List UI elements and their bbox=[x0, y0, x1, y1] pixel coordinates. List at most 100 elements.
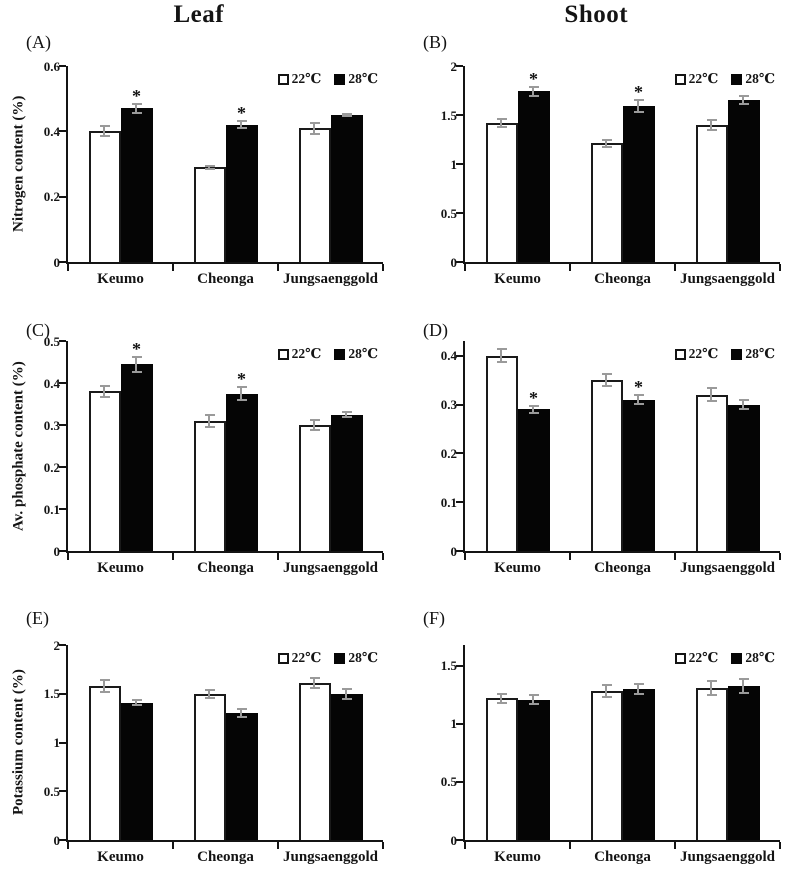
error-bar-keumo-28c bbox=[528, 85, 539, 98]
panel-label-e: (E) bbox=[26, 608, 49, 628]
y-tick-mark bbox=[59, 692, 66, 695]
error-bar-jungsaenggold-22c bbox=[706, 679, 717, 697]
category-label-jungsaenggold: Jungsaenggold bbox=[282, 271, 379, 287]
open-square-icon bbox=[674, 73, 686, 85]
category-label-cheonga: Cheonga bbox=[197, 560, 254, 576]
y-tick-label: 0.3 bbox=[440, 397, 457, 412]
y-tick-label: 1 bbox=[53, 735, 61, 750]
y-tick-mark bbox=[59, 839, 66, 841]
y-tick-mark bbox=[456, 722, 463, 725]
x-tick-mark bbox=[674, 842, 676, 849]
filled-square-icon bbox=[334, 73, 346, 85]
y-tick-mark bbox=[59, 790, 66, 793]
x-tick-mark bbox=[382, 264, 384, 271]
column-title-leaf: Leaf bbox=[173, 1, 225, 28]
y-tick-mark bbox=[456, 163, 463, 165]
error-bar-keumo-22c bbox=[496, 117, 507, 128]
error-bar-cheonga-22c bbox=[601, 138, 612, 149]
error-bar-jungsaenggold-22c bbox=[706, 118, 717, 131]
y-tick-label: 0.4 bbox=[43, 375, 60, 391]
category-label-jungsaenggold: Jungsaenggold bbox=[282, 560, 379, 576]
bar-cheonga-22c bbox=[590, 691, 623, 840]
bar-keumo-28c bbox=[517, 699, 550, 840]
bar-keumo-22c bbox=[88, 391, 121, 551]
y-tick-label: 0.2 bbox=[43, 459, 60, 475]
error-bar-keumo-28c bbox=[131, 355, 142, 373]
significance-asterisk-keumo-28c: * bbox=[529, 387, 538, 408]
y-tick-label: 0.6 bbox=[43, 58, 60, 74]
y-tick-mark bbox=[456, 403, 463, 406]
x-tick-mark bbox=[67, 842, 69, 849]
category-label-cheonga: Cheonga bbox=[197, 849, 254, 865]
panel-e: (E) Potassium content (%) 0 0.5 1 1.5 2 Keumo Ch… bbox=[0, 608, 397, 872]
category-label-jungsaenggold: Jungsaenggold bbox=[282, 849, 379, 865]
y-tick-mark bbox=[456, 261, 463, 263]
legend-c: 22℃ 28℃ bbox=[277, 346, 378, 362]
error-bar-cheonga-22c bbox=[204, 414, 215, 428]
error-bar-cheonga-22c bbox=[601, 684, 612, 699]
error-bar-cheonga-28c bbox=[633, 393, 644, 406]
y-tick-mark bbox=[59, 195, 66, 198]
bar-keumo-28c bbox=[120, 364, 153, 551]
bar-jungsaenggold-22c bbox=[298, 128, 331, 262]
x-tick-mark bbox=[277, 264, 279, 271]
legend-label-22c: 22℃ bbox=[688, 346, 719, 361]
legend-label-22c: 22℃ bbox=[291, 650, 322, 665]
bar-cheonga-28c bbox=[225, 124, 258, 262]
legend-e: 22℃ 28℃ bbox=[277, 650, 378, 666]
y-tick-label: 0 bbox=[450, 832, 458, 848]
category-label-keumo: Keumo bbox=[97, 271, 144, 287]
legend-item-22c: 22℃ bbox=[674, 71, 718, 87]
category-label-keumo: Keumo bbox=[494, 849, 541, 865]
x-tick-mark bbox=[779, 842, 781, 849]
panel-b: (B) 0 0.5 1 1.5 2 * Keumo * Cheonga Jungsaenggold 2… bbox=[397, 32, 795, 296]
legend-label-22c: 22℃ bbox=[688, 650, 719, 665]
y-tick-label: 0 bbox=[450, 254, 458, 270]
category-label-cheonga: Cheonga bbox=[197, 271, 254, 287]
error-bar-keumo-22c bbox=[99, 125, 110, 138]
bar-cheonga-22c bbox=[193, 693, 226, 840]
y-tick-label: 0 bbox=[53, 832, 61, 848]
error-bar-cheonga-22c bbox=[204, 688, 215, 699]
legend-label-28c: 28℃ bbox=[745, 71, 775, 86]
legend-f: 22℃ 28℃ bbox=[674, 650, 775, 666]
bar-jungsaenggold-28c bbox=[330, 115, 363, 262]
y-tick-label: 0.1 bbox=[43, 501, 60, 517]
significance-asterisk-keumo-28c: * bbox=[132, 338, 141, 359]
y-tick-mark bbox=[456, 780, 463, 783]
y-tick-label: 1.5 bbox=[440, 658, 457, 674]
error-bar-jungsaenggold-28c bbox=[738, 95, 749, 106]
significance-asterisk-cheonga-28c: * bbox=[634, 376, 643, 397]
x-tick-mark bbox=[569, 842, 571, 849]
legend-label-28c: 28℃ bbox=[745, 650, 775, 665]
y-tick-label: 0.5 bbox=[43, 783, 60, 799]
legend-label-28c: 28℃ bbox=[348, 650, 378, 665]
panel-label-a: (A) bbox=[26, 32, 51, 52]
y-tick-mark bbox=[59, 644, 66, 646]
bar-keumo-22c bbox=[485, 122, 518, 262]
error-bar-cheonga-28c bbox=[236, 120, 247, 130]
error-bar-jungsaenggold-28c bbox=[341, 411, 352, 418]
error-bar-jungsaenggold-22c bbox=[706, 387, 717, 403]
y-tick-mark bbox=[456, 354, 463, 357]
bar-cheonga-28c bbox=[225, 713, 258, 840]
panel-f: (F) 0 0.5 1 1.5 Keumo Cheonga Jungsaenggold 22℃ 2… bbox=[397, 608, 795, 872]
error-bar-keumo-28c bbox=[528, 693, 539, 706]
significance-asterisk-keumo-28c: * bbox=[132, 85, 141, 106]
x-tick-mark bbox=[779, 553, 781, 560]
error-bar-jungsaenggold-28c bbox=[341, 112, 352, 117]
y-tick-label: 0 bbox=[450, 543, 458, 559]
error-bar-cheonga-28c bbox=[236, 386, 247, 401]
error-bar-keumo-28c bbox=[528, 404, 539, 415]
column-titles: Leaf Shoot bbox=[0, 0, 795, 34]
y-tick-label: 0.5 bbox=[440, 774, 457, 790]
error-bar-cheonga-28c bbox=[236, 708, 247, 719]
significance-asterisk-cheonga-28c: * bbox=[237, 369, 246, 390]
y-tick-label: 0.2 bbox=[440, 445, 457, 461]
y-axis-title-c: Av. phosphate content (%) bbox=[10, 361, 27, 531]
y-tick-mark bbox=[59, 130, 66, 133]
y-tick-mark bbox=[59, 508, 66, 510]
y-tick-mark bbox=[456, 839, 463, 841]
bar-keumo-22c bbox=[485, 355, 518, 551]
